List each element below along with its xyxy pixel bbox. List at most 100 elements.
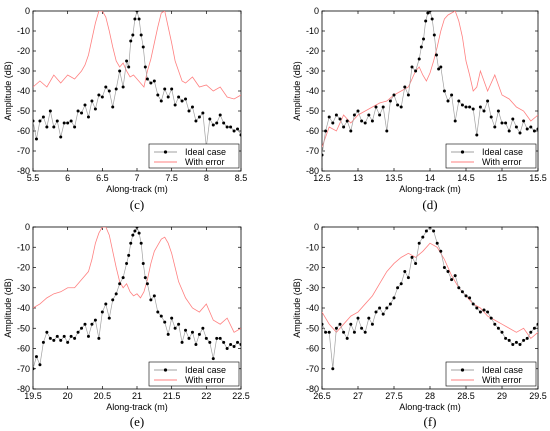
data-point (399, 105, 403, 109)
y-tick-label: -70 (17, 364, 30, 374)
data-point (331, 367, 335, 371)
data-point (507, 338, 511, 342)
data-point (177, 95, 181, 99)
data-point (457, 286, 461, 290)
data-point (194, 119, 198, 123)
data-point (529, 125, 533, 129)
data-point (131, 33, 135, 37)
x-axis-label: Along-track (m) (399, 402, 461, 412)
data-point (360, 326, 364, 330)
data-point (173, 326, 177, 330)
data-point (93, 318, 97, 322)
panel-label: (d) (422, 197, 437, 212)
data-point (166, 95, 170, 99)
x-tick-label: 14 (425, 173, 435, 183)
y-tick-label: -30 (306, 283, 319, 293)
data-point (424, 19, 428, 23)
data-point (222, 340, 226, 344)
data-point (525, 127, 529, 131)
data-point (45, 330, 49, 334)
x-tick-label: 20 (63, 391, 73, 401)
data-point (152, 294, 156, 298)
data-point (107, 316, 111, 320)
data-point (121, 85, 125, 89)
data-point (135, 11, 139, 13)
data-point (403, 270, 407, 274)
data-point (218, 336, 222, 340)
data-point (173, 103, 177, 107)
data-point (129, 39, 133, 43)
legend-entry: With error (185, 375, 225, 385)
data-point (239, 133, 241, 137)
data-point (177, 322, 181, 326)
data-point (38, 363, 42, 367)
data-point (149, 81, 153, 85)
data-point (73, 336, 77, 340)
data-point (83, 103, 87, 107)
y-tick-label: -60 (17, 344, 30, 354)
data-point (435, 241, 439, 245)
data-point (345, 336, 349, 340)
data-point (48, 109, 52, 113)
data-point (236, 340, 240, 344)
data-point (141, 45, 145, 49)
data-point (100, 95, 104, 99)
x-tick-label: 19.5 (24, 391, 42, 401)
legend-entry: Ideal case (185, 147, 226, 157)
data-point (478, 105, 482, 109)
data-point (421, 235, 425, 239)
y-tick-label: -20 (17, 263, 30, 273)
data-point (352, 113, 356, 117)
data-point (392, 296, 396, 300)
series-line-with-error (33, 227, 241, 333)
data-point (417, 241, 421, 245)
data-point (34, 355, 38, 359)
y-tick-label: -70 (17, 146, 30, 156)
plot-series (322, 227, 538, 371)
y-tick-label: -80 (306, 166, 319, 176)
data-point (392, 93, 396, 97)
data-point (430, 17, 434, 21)
series-line-with-error (33, 11, 241, 100)
x-tick-label: 28.5 (457, 391, 475, 401)
legend-entry: With error (482, 157, 522, 167)
data-point (137, 231, 141, 235)
data-point (363, 330, 367, 334)
legend-marker (460, 150, 465, 154)
data-point (428, 227, 432, 229)
data-point (334, 326, 338, 330)
data-point (327, 330, 331, 334)
data-point (460, 290, 464, 294)
data-point (349, 322, 353, 326)
data-point (145, 77, 149, 81)
data-point (374, 310, 378, 314)
legend-box (148, 143, 240, 169)
data-point (356, 109, 360, 113)
data-point (180, 99, 184, 103)
data-point (121, 276, 125, 280)
legend-entry: Ideal case (482, 365, 523, 375)
data-point (133, 17, 137, 21)
data-point (388, 302, 392, 306)
data-point (478, 310, 482, 314)
data-point (225, 125, 229, 129)
data-point (133, 229, 137, 233)
x-tick-label: 27.5 (385, 391, 403, 401)
data-point (522, 119, 526, 123)
data-point (152, 79, 156, 83)
x-tick-label: 29.5 (529, 391, 547, 401)
data-point (388, 99, 392, 103)
data-point (184, 97, 188, 101)
data-point (48, 336, 52, 340)
data-point (529, 330, 533, 334)
y-tick-label: -60 (306, 126, 319, 136)
data-point (190, 105, 194, 109)
plot-series (322, 11, 538, 157)
data-point (496, 326, 500, 330)
y-tick-label: 0 (314, 6, 319, 16)
data-point (139, 241, 143, 245)
data-point (218, 113, 222, 117)
data-point (450, 278, 454, 282)
data-point (322, 153, 324, 157)
